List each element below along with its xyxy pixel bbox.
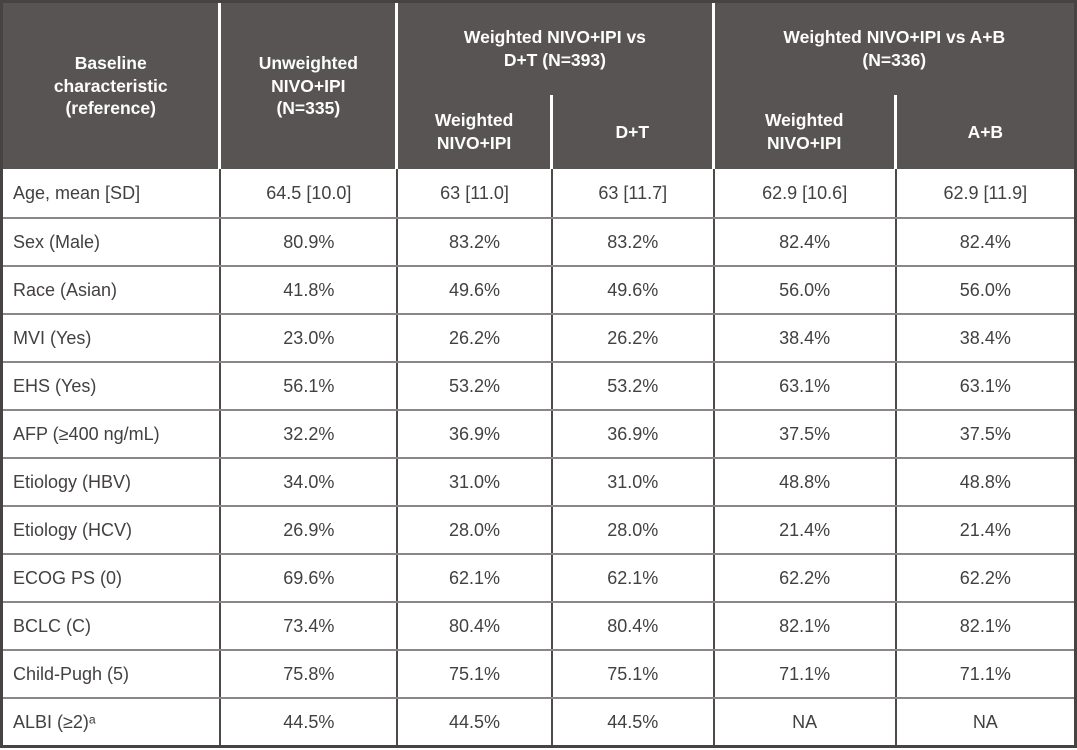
- cell-value: 38.4%: [715, 315, 897, 361]
- cell-value: 62.9 [10.6]: [715, 169, 897, 217]
- cell-value: 82.1%: [959, 615, 1011, 636]
- cell-value: 83.2%: [553, 219, 715, 265]
- cell-value: 73.4%: [221, 603, 399, 649]
- cell-value: 48.8%: [959, 471, 1011, 492]
- cell-value: 82.4%: [959, 231, 1011, 252]
- row-label: Etiology (HCV): [3, 507, 222, 553]
- cell-value: 63 [11.7]: [553, 169, 715, 217]
- table-row: EHS (Yes) 56.1% 53.2% 53.2% 63.1% 63.1%: [3, 361, 1074, 409]
- table-row: BCLC (C) 73.4% 80.4% 80.4% 82.1% 82.1%: [3, 601, 1074, 649]
- row-label: Etiology (HBV): [3, 459, 222, 505]
- cell-value: 71.1%: [715, 651, 897, 697]
- cell-value: 36.9%: [553, 411, 715, 457]
- cell-value: 44.5%: [398, 699, 553, 745]
- cell-value: 49.6%: [553, 267, 715, 313]
- row-label: BCLC (C): [3, 603, 222, 649]
- cell-value: 36.9%: [398, 411, 553, 457]
- row-label: EHS (Yes): [3, 363, 222, 409]
- table-row: Child-Pugh (5) 75.8% 75.1% 75.1% 71.1% 71.1%: [3, 649, 1074, 697]
- cell-value: 28.0%: [398, 507, 553, 553]
- table-header: Baseline characteristic (reference) Unwe…: [3, 3, 1074, 169]
- cell-value: 63.1%: [959, 375, 1011, 396]
- cell-value: 63 [11.0]: [398, 169, 553, 217]
- cell-value: 28.0%: [553, 507, 715, 553]
- row-label: AFP (≥400 ng/mL): [3, 411, 222, 457]
- cell-value: 26.2%: [553, 315, 715, 361]
- cell-value: 56.1%: [221, 363, 399, 409]
- header-group-weighted-vs-dt: Weighted NIVO+IPI vs D+T (N=393): [398, 3, 715, 95]
- cell-value: 49.6%: [398, 267, 553, 313]
- cell-value: 82.1%: [715, 603, 897, 649]
- table-row: ALBI (≥2)ᵃ 44.5% 44.5% 44.5% NA NA: [3, 697, 1074, 745]
- row-label: MVI (Yes): [3, 315, 222, 361]
- header-group-weighted-vs-ab: Weighted NIVO+IPI vs A+B (N=336): [783, 27, 1006, 70]
- row-label: Race (Asian): [3, 267, 222, 313]
- header-sub-ab: A+B: [967, 121, 1004, 142]
- cell-value: 38.4%: [959, 327, 1011, 348]
- table-row: Etiology (HBV) 34.0% 31.0% 31.0% 48.8% 48.8%: [3, 457, 1074, 505]
- cell-value: 21.4%: [715, 507, 897, 553]
- cell-value: 71.1%: [959, 663, 1011, 684]
- cell-value: 44.5%: [553, 699, 715, 745]
- cell-value: 62.2%: [959, 567, 1011, 588]
- header-sub-weighted-nivo-ipi-ab: Weighted NIVO+IPI: [715, 95, 897, 169]
- cell-value: 53.2%: [398, 363, 553, 409]
- cell-value: 80.4%: [398, 603, 553, 649]
- row-label: Age, mean [SD]: [3, 169, 222, 217]
- cell-value: 44.5%: [221, 699, 399, 745]
- cell-value: 69.6%: [221, 555, 399, 601]
- table-row: Age, mean [SD] 64.5 [10.0] 63 [11.0] 63 [11…: [3, 169, 1074, 217]
- cell-value: 62.1%: [553, 555, 715, 601]
- cell-value: 34.0%: [221, 459, 399, 505]
- cell-value: 63.1%: [715, 363, 897, 409]
- cell-value: 32.2%: [221, 411, 399, 457]
- table-row: AFP (≥400 ng/mL) 32.2% 36.9% 36.9% 37.5% 37.5…: [3, 409, 1074, 457]
- table-body: Age, mean [SD] 64.5 [10.0] 63 [11.0] 63 [11…: [3, 169, 1074, 745]
- table-row: Race (Asian) 41.8% 49.6% 49.6% 56.0% 56.0%: [3, 265, 1074, 313]
- cell-value: 48.8%: [715, 459, 897, 505]
- cell-value: 31.0%: [398, 459, 553, 505]
- cell-value: 56.0%: [959, 279, 1011, 300]
- cell-value: NA: [715, 699, 897, 745]
- cell-value: 37.5%: [959, 423, 1011, 444]
- table-row: Etiology (HCV) 26.9% 28.0% 28.0% 21.4% 21.4%: [3, 505, 1074, 553]
- row-label: Sex (Male): [3, 219, 222, 265]
- cell-value: 75.1%: [398, 651, 553, 697]
- cell-value: 75.1%: [553, 651, 715, 697]
- cell-value: NA: [972, 711, 998, 732]
- cell-value: 23.0%: [221, 315, 399, 361]
- cell-value: 80.9%: [221, 219, 399, 265]
- cell-value: 62.1%: [398, 555, 553, 601]
- header-sub-weighted-nivo-ipi-dt: Weighted NIVO+IPI: [398, 95, 553, 169]
- cell-value: 75.8%: [221, 651, 399, 697]
- cell-value: 82.4%: [715, 219, 897, 265]
- cell-value: 21.4%: [959, 519, 1011, 540]
- cell-value: 53.2%: [553, 363, 715, 409]
- cell-value: 56.0%: [715, 267, 897, 313]
- cell-value: 62.9 [11.9]: [943, 182, 1028, 203]
- cell-value: 26.9%: [221, 507, 399, 553]
- cell-value: 62.2%: [715, 555, 897, 601]
- header-unweighted-nivo-ipi: Unweighted NIVO+IPI (N=335): [221, 3, 399, 169]
- cell-value: 41.8%: [221, 267, 399, 313]
- cell-value: 31.0%: [553, 459, 715, 505]
- header-sub-dt: D+T: [553, 95, 715, 169]
- table-row: Sex (Male) 80.9% 83.2% 83.2% 82.4% 82.4%: [3, 217, 1074, 265]
- header-baseline-characteristic: Baseline characteristic (reference): [3, 3, 222, 169]
- cell-value: 83.2%: [398, 219, 553, 265]
- table-row: ECOG PS (0) 69.6% 62.1% 62.1% 62.2% 62.2%: [3, 553, 1074, 601]
- cell-value: 64.5 [10.0]: [221, 169, 399, 217]
- cell-value: 26.2%: [398, 315, 553, 361]
- cell-value: 37.5%: [715, 411, 897, 457]
- table-row: MVI (Yes) 23.0% 26.2% 26.2% 38.4% 38.4%: [3, 313, 1074, 361]
- row-label: Child-Pugh (5): [3, 651, 222, 697]
- row-label: ALBI (≥2)ᵃ: [3, 699, 222, 745]
- row-label: ECOG PS (0): [3, 555, 222, 601]
- cell-value: 80.4%: [553, 603, 715, 649]
